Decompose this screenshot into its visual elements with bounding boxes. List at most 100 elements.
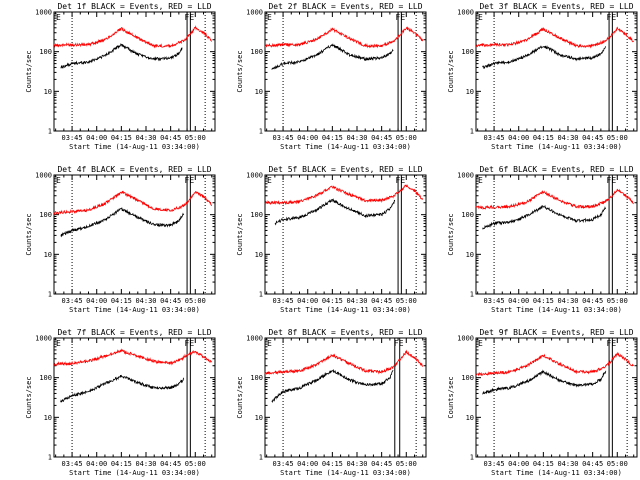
y-tick-label: 1000 [457, 172, 474, 180]
plot-frame [475, 337, 638, 458]
x-axis-label: Start Time (14-Aug-11 03:34:00) [491, 469, 622, 477]
x-tick-label: 04:45 [160, 297, 181, 305]
panel-title: Det 3f BLACK = Events, RED = LLD [479, 2, 633, 11]
x-tick-label: 04:15 [533, 134, 554, 142]
x-tick-label: 04:15 [322, 134, 343, 142]
x-tick-label: 04:45 [371, 460, 392, 468]
panel-title: Det 7f BLACK = Events, RED = LLD [57, 328, 211, 337]
y-tick-label: 1 [259, 128, 263, 136]
y-tick-label: 10 [44, 88, 52, 96]
x-tick-label: 05:00 [185, 134, 206, 142]
x-tick-label: 05:00 [396, 297, 417, 305]
y-tick-label: 1 [48, 291, 52, 299]
panel-title: Det 1f BLACK = Events, RED = LLD [57, 2, 211, 11]
x-tick-label: 05:00 [185, 460, 206, 468]
x-tick-label: 04:30 [557, 134, 578, 142]
y-tick-label: 1 [259, 454, 263, 462]
x-tick-label: 04:00 [297, 297, 318, 305]
x-axis-label: Start Time (14-Aug-11 03:34:00) [280, 469, 411, 477]
corner-label-right: FE [185, 176, 195, 185]
y-tick-label: 1000 [457, 335, 474, 343]
events-series-line [482, 45, 607, 70]
y-tick-label: 100 [39, 211, 52, 219]
x-tick-label: 04:30 [557, 460, 578, 468]
plot-frame [264, 337, 427, 458]
x-tick-label: 04:15 [322, 460, 343, 468]
plot-frame [475, 174, 638, 295]
y-tick-label: 10 [44, 414, 52, 422]
events-series-line [274, 198, 396, 226]
panel-title: Det 8f BLACK = Events, RED = LLD [268, 328, 422, 337]
panel-title: Det 4f BLACK = Events, RED = LLD [57, 165, 211, 174]
x-tick-label: 04:45 [371, 134, 392, 142]
corner-label-right: FE [396, 13, 406, 22]
x-tick-label: 04:15 [533, 297, 554, 305]
events-series-line [482, 204, 606, 230]
x-tick-label: 04:15 [533, 460, 554, 468]
y-tick-label: 1000 [35, 9, 52, 17]
corner-label-left: E [267, 13, 272, 22]
plot-frame [53, 337, 216, 458]
x-tick-label: 04:30 [135, 134, 156, 142]
panel-title: Det 5f BLACK = Events, RED = LLD [268, 165, 422, 174]
panel-4: Det 4f BLACK = Events, RED = LLD 1 10 100 10… [25, 165, 216, 314]
y-tick-label: 100 [461, 374, 474, 382]
y-tick-label: 10 [255, 251, 263, 259]
corner-label-left: E [478, 339, 483, 348]
panel-title: Det 2f BLACK = Events, RED = LLD [268, 2, 422, 11]
events-series-line [482, 369, 607, 395]
lld-series-line [264, 184, 424, 206]
y-axis-label: Counts/sec [25, 213, 33, 255]
y-tick-label: 1000 [246, 335, 263, 343]
corner-label-left: E [267, 176, 272, 185]
x-tick-label: 04:00 [86, 134, 107, 142]
x-tick-label: 03:45 [273, 460, 294, 468]
panel-6: Det 6f BLACK = Events, RED = LLD 1 10 100 10… [447, 165, 638, 314]
corner-label-right: FE [607, 13, 617, 22]
x-tick-label: 05:00 [607, 460, 628, 468]
y-axis-label: Counts/sec [447, 213, 455, 255]
x-axis-label: Start Time (14-Aug-11 03:34:00) [69, 469, 200, 477]
x-tick-label: 05:00 [607, 297, 628, 305]
panel-1: Det 1f BLACK = Events, RED = LLD 1 10 100 10… [25, 2, 216, 151]
y-tick-label: 10 [466, 414, 474, 422]
y-tick-label: 100 [461, 48, 474, 56]
x-tick-label: 04:00 [297, 460, 318, 468]
x-tick-label: 04:30 [135, 460, 156, 468]
panel-7: Det 7f BLACK = Events, RED = LLD 1 10 100 10… [25, 328, 216, 477]
lld-series-line [475, 351, 635, 377]
panel-3: Det 3f BLACK = Events, RED = LLD 1 10 100 10… [447, 2, 638, 151]
x-tick-label: 04:00 [86, 297, 107, 305]
plot-frame [53, 11, 216, 132]
y-tick-label: 100 [39, 374, 52, 382]
x-tick-label: 03:45 [273, 297, 294, 305]
y-tick-label: 1 [470, 291, 474, 299]
y-tick-label: 10 [466, 88, 474, 96]
x-tick-label: 05:00 [396, 460, 417, 468]
panel-9: Det 9f BLACK = Events, RED = LLD 1 10 100 10… [447, 328, 638, 477]
y-tick-label: 1000 [246, 9, 263, 17]
x-tick-label: 05:00 [607, 134, 628, 142]
panel-title: Det 6f BLACK = Events, RED = LLD [479, 165, 633, 174]
y-tick-label: 1 [259, 291, 263, 299]
y-tick-label: 1000 [246, 172, 263, 180]
panel-8: Det 8f BLACK = Events, RED = LLD 1 10 100 10… [236, 328, 427, 477]
x-tick-label: 03:45 [484, 297, 505, 305]
x-tick-label: 04:30 [135, 297, 156, 305]
y-tick-label: 1 [48, 128, 52, 136]
y-tick-label: 10 [44, 251, 52, 259]
x-tick-label: 05:00 [185, 297, 206, 305]
plot-frame [264, 174, 427, 295]
y-tick-label: 1 [470, 454, 474, 462]
y-tick-label: 10 [255, 414, 263, 422]
panel-5: Det 5f BLACK = Events, RED = LLD 1 10 100 10… [236, 165, 427, 314]
x-tick-label: 04:15 [111, 134, 132, 142]
lld-series-line [53, 25, 212, 49]
x-axis-label: Start Time (14-Aug-11 03:34:00) [280, 306, 411, 314]
y-tick-label: 100 [250, 374, 263, 382]
corner-label-right: FE [607, 176, 617, 185]
y-tick-label: 1 [470, 128, 474, 136]
x-axis-label: Start Time (14-Aug-11 03:34:00) [491, 306, 622, 314]
y-tick-label: 10 [255, 88, 263, 96]
